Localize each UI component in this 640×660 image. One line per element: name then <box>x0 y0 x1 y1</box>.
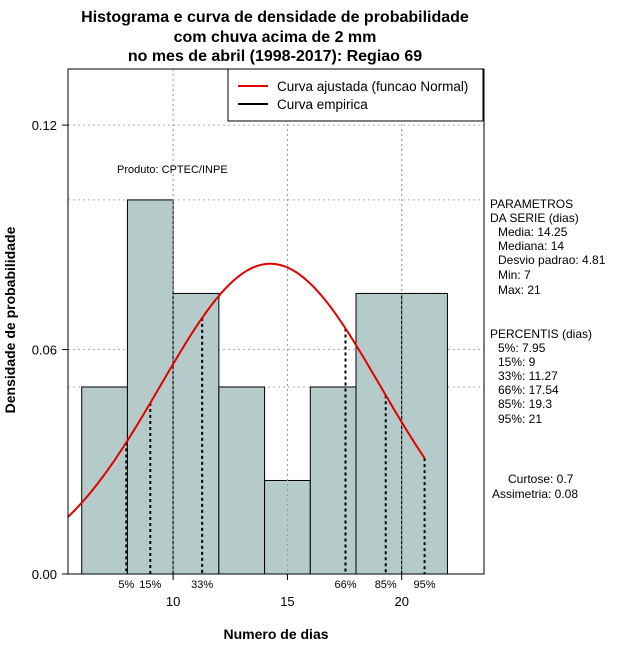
histogram-bar-6 <box>309 386 357 575</box>
chart-title-line-1: Histograma e curva de densidade de proba… <box>81 9 469 26</box>
normal-curve <box>67 262 426 518</box>
param-desvio: Desvio padrao: 4.81 <box>498 253 606 267</box>
legend-label-normal: Curva ajustada (funcao Normal) <box>277 79 468 94</box>
x-tick-label: 15 <box>280 594 294 609</box>
y-tick-label: 0.12 <box>32 118 57 133</box>
percentile-label-15: 15% <box>139 579 161 591</box>
chart-title-line-2: com chuva acima de 2 mm <box>174 29 377 46</box>
stat-assimetria: Assimetria: 0.08 <box>492 487 578 501</box>
percentile-label-85: 85% <box>375 579 397 591</box>
x-axis-title: Numero de dias <box>223 626 328 642</box>
param-min: Min: 7 <box>498 268 531 282</box>
percentil-66: 66%: 17.54 <box>498 383 559 397</box>
y-tick-label: 0.06 <box>32 343 57 358</box>
x-tick-label: 20 <box>394 594 408 609</box>
y-tick-label: 0.00 <box>32 567 57 582</box>
percentil-33: 33%: 11.27 <box>498 369 558 383</box>
stat-curtose: Curtose: 0.7 <box>508 472 574 486</box>
percentile-label-5: 5% <box>118 579 134 591</box>
percentil-85: 85%: 19.3 <box>498 397 552 411</box>
product-annotation: Produto: CPTEC/INPE <box>117 164 228 176</box>
x-tick-label: 10 <box>166 594 180 609</box>
y-axis-title: Densidade de probabilidade <box>2 226 18 413</box>
histogram-bars <box>81 69 448 575</box>
param-mediana: Mediana: 14 <box>498 239 564 253</box>
param-max: Max: 21 <box>498 283 541 297</box>
params-title-2: DA SERIE (dias) <box>490 211 579 225</box>
legend: Curva ajustada (funcao Normal) Curva emp… <box>227 68 484 122</box>
percentil-95: 95%: 21 <box>498 412 542 426</box>
normal-curve-path <box>67 262 426 518</box>
percentile-label-95: 95% <box>414 579 436 591</box>
params-title-1: PARAMETROS <box>490 197 573 211</box>
percentil-5: 5%: 7.95 <box>498 341 546 355</box>
percentile-label-66: 66% <box>334 579 356 591</box>
histogram-bar-1 <box>81 386 128 575</box>
histogram-bar-7 <box>355 292 403 575</box>
side-panel: PARAMETROS DA SERIE (dias) Media: 14.25 … <box>490 197 606 501</box>
chart-title-line-3: no mes de abril (1998-2017): Regiao 69 <box>128 48 422 65</box>
percentis-title: PERCENTIS (dias) <box>490 327 592 341</box>
percentile-label-33: 33% <box>191 579 213 591</box>
histogram-bar-3 <box>172 292 220 575</box>
legend-box <box>227 68 484 122</box>
percentile-lines: 5% 15% 33% 66% 85% 95% <box>118 317 436 591</box>
histogram-bar-4 <box>218 386 266 575</box>
param-media: Media: 14.25 <box>498 225 568 239</box>
percentil-15: 15%: 9 <box>498 355 536 369</box>
legend-label-empirical: Curva empirica <box>277 97 368 112</box>
